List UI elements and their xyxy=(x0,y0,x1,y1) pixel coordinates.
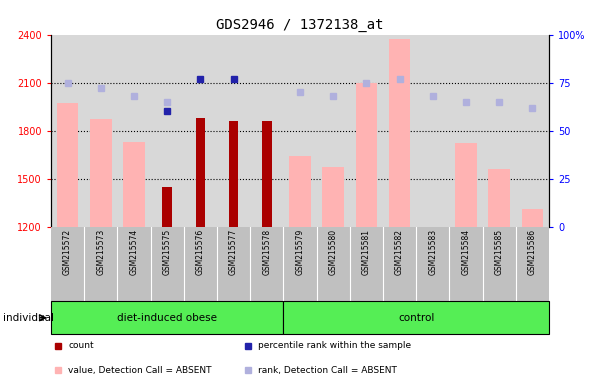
Bar xyxy=(123,142,145,227)
Bar xyxy=(356,83,377,227)
Text: GSM215577: GSM215577 xyxy=(229,229,238,275)
Text: GSM215582: GSM215582 xyxy=(395,229,404,275)
Text: GSM215585: GSM215585 xyxy=(495,229,504,275)
Bar xyxy=(229,121,238,227)
Text: individual: individual xyxy=(3,313,54,323)
Bar xyxy=(196,118,205,227)
Bar xyxy=(488,169,510,227)
Text: percentile rank within the sample: percentile rank within the sample xyxy=(257,341,411,350)
Text: GSM215572: GSM215572 xyxy=(63,229,72,275)
Bar xyxy=(163,187,172,227)
Text: GSM215576: GSM215576 xyxy=(196,229,205,275)
Text: control: control xyxy=(398,313,434,323)
Bar xyxy=(57,103,79,227)
Text: GSM215581: GSM215581 xyxy=(362,229,371,275)
Text: GSM215574: GSM215574 xyxy=(130,229,139,275)
Text: rank, Detection Call = ABSENT: rank, Detection Call = ABSENT xyxy=(257,366,397,375)
Text: GSM215573: GSM215573 xyxy=(97,229,106,275)
Bar xyxy=(51,301,283,334)
Text: diet-induced obese: diet-induced obese xyxy=(117,313,217,323)
Bar xyxy=(521,209,543,227)
Text: GSM215580: GSM215580 xyxy=(329,229,338,275)
Bar xyxy=(322,167,344,227)
Text: GSM215579: GSM215579 xyxy=(296,229,305,275)
Text: count: count xyxy=(68,341,94,350)
Text: GSM215575: GSM215575 xyxy=(163,229,172,275)
Bar xyxy=(455,143,477,227)
Bar xyxy=(289,156,311,227)
Bar xyxy=(90,119,112,227)
Bar xyxy=(389,40,410,227)
Bar xyxy=(283,301,549,334)
Title: GDS2946 / 1372138_at: GDS2946 / 1372138_at xyxy=(216,18,384,32)
Text: value, Detection Call = ABSENT: value, Detection Call = ABSENT xyxy=(68,366,212,375)
Text: GSM215586: GSM215586 xyxy=(528,229,537,275)
Text: GSM215578: GSM215578 xyxy=(262,229,271,275)
Text: GSM215583: GSM215583 xyxy=(428,229,437,275)
Bar xyxy=(262,121,272,227)
Text: GSM215584: GSM215584 xyxy=(461,229,470,275)
